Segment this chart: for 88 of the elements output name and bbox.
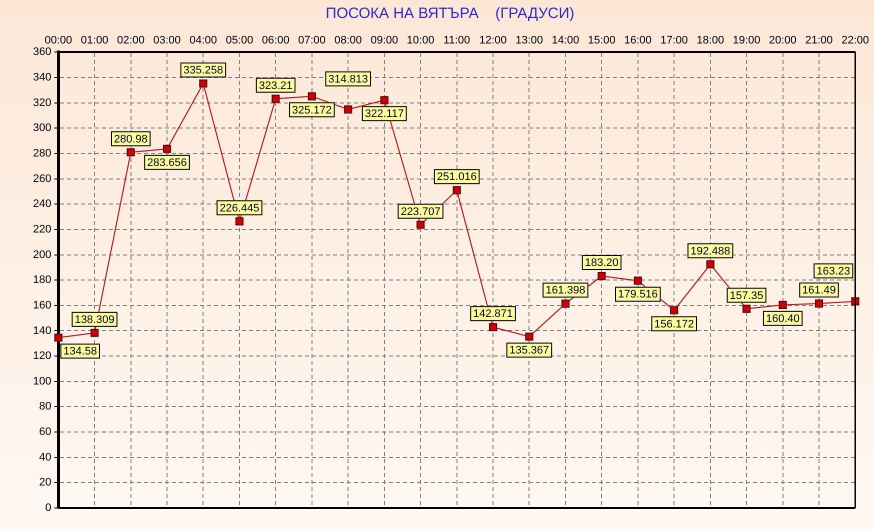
point xyxy=(90,328,99,337)
y-tick-label: 0 xyxy=(45,502,52,514)
x-tick-label: 08:00 xyxy=(334,34,362,47)
y-tick-label: 80 xyxy=(39,400,52,413)
data-label: 335.258 xyxy=(183,64,224,77)
x-tick-label: 18:00 xyxy=(696,34,724,47)
y-tick-label: 100 xyxy=(32,375,52,388)
point xyxy=(272,94,280,103)
data-label: 161.398 xyxy=(546,284,586,297)
x-tick-label: 16:00 xyxy=(624,34,652,47)
y-tick-label: 340 xyxy=(32,72,52,84)
point xyxy=(199,79,208,88)
chart-title: ПОСОКА НА ВЯТЪРА (ГРАДУСИ) xyxy=(326,5,574,22)
data-label: 135.367 xyxy=(509,344,550,357)
y-tick-label: 200 xyxy=(32,248,52,261)
point xyxy=(452,186,461,194)
point xyxy=(670,306,678,314)
data-label: 134.58 xyxy=(63,346,98,358)
y-tick-label: 160 xyxy=(32,299,52,312)
point xyxy=(598,272,606,280)
point xyxy=(235,217,244,226)
x-tick-label: 21:00 xyxy=(805,34,833,47)
data-label: 138.309 xyxy=(74,314,114,326)
data-label: 160.40 xyxy=(766,312,800,325)
data-label: 283.656 xyxy=(147,156,187,169)
point xyxy=(814,300,824,308)
data-label: 223.707 xyxy=(400,206,440,218)
data-label: 183.20 xyxy=(584,257,619,270)
y-tick-label: 280 xyxy=(32,148,52,160)
point xyxy=(778,300,787,309)
y-tick-label: 220 xyxy=(32,223,52,236)
y-tick-label: 240 xyxy=(32,198,52,210)
x-tick-label: 04:00 xyxy=(189,34,218,47)
point xyxy=(308,92,316,100)
x-tick-label: 03:00 xyxy=(153,34,181,47)
x-tick-label: 07:00 xyxy=(298,34,326,47)
point xyxy=(488,323,498,332)
y-tick-label: 140 xyxy=(32,324,52,337)
x-tick-label: 01:00 xyxy=(80,34,108,47)
data-label: 192.488 xyxy=(690,245,730,258)
y-tick-label: 260 xyxy=(32,172,52,185)
data-label: 179.516 xyxy=(618,288,658,301)
point xyxy=(742,304,751,313)
data-label: 226.445 xyxy=(220,202,260,214)
data-label: 280.98 xyxy=(114,133,148,146)
point xyxy=(162,144,172,153)
point xyxy=(525,332,534,341)
x-tick-label: 05:00 xyxy=(226,34,254,47)
x-tick-label: 09:00 xyxy=(370,34,398,47)
y-tick-label: 320 xyxy=(32,96,52,109)
x-tick-label: 02:00 xyxy=(117,34,145,47)
x-tick-label: 19:00 xyxy=(732,34,760,47)
data-label: 161.49 xyxy=(802,284,836,297)
data-label: 325.172 xyxy=(292,104,332,116)
x-tick-label: 14:00 xyxy=(552,34,580,47)
x-tick-label: 06:00 xyxy=(262,34,290,47)
point xyxy=(380,96,388,104)
data-label: 314.813 xyxy=(328,73,368,86)
data-label: 322.117 xyxy=(364,108,404,120)
data-label: 157.35 xyxy=(730,290,764,302)
point xyxy=(634,276,642,285)
y-tick-label: 60 xyxy=(39,426,52,438)
point xyxy=(561,300,570,308)
y-tick-label: 180 xyxy=(32,274,52,286)
data-label: 323.21 xyxy=(258,80,293,92)
x-tick-label: 12:00 xyxy=(479,34,507,47)
x-tick-label: 10:00 xyxy=(406,34,434,47)
y-tick-label: 40 xyxy=(39,451,52,464)
point xyxy=(126,148,135,156)
x-tick-label: 15:00 xyxy=(588,34,616,47)
data-label: 156.172 xyxy=(654,318,694,330)
y-tick-label: 120 xyxy=(32,350,52,362)
point xyxy=(344,105,352,114)
x-tick-label: 00:00 xyxy=(44,34,72,47)
x-tick-label: 22:00 xyxy=(841,34,869,47)
data-label: 251.016 xyxy=(436,171,477,184)
point xyxy=(416,220,425,229)
y-tick-label: 360 xyxy=(32,46,52,58)
point xyxy=(54,334,62,342)
data-label: 142.871 xyxy=(473,308,513,320)
x-tick-label: 11:00 xyxy=(443,34,470,47)
data-label: 163.23 xyxy=(816,265,850,278)
point xyxy=(706,260,714,268)
y-tick-label: 300 xyxy=(32,122,52,134)
y-tick-label: 20 xyxy=(39,476,52,489)
x-tick-label: 13:00 xyxy=(515,34,544,47)
x-tick-label: 20:00 xyxy=(769,34,797,47)
x-tick-label: 17:00 xyxy=(660,34,688,47)
